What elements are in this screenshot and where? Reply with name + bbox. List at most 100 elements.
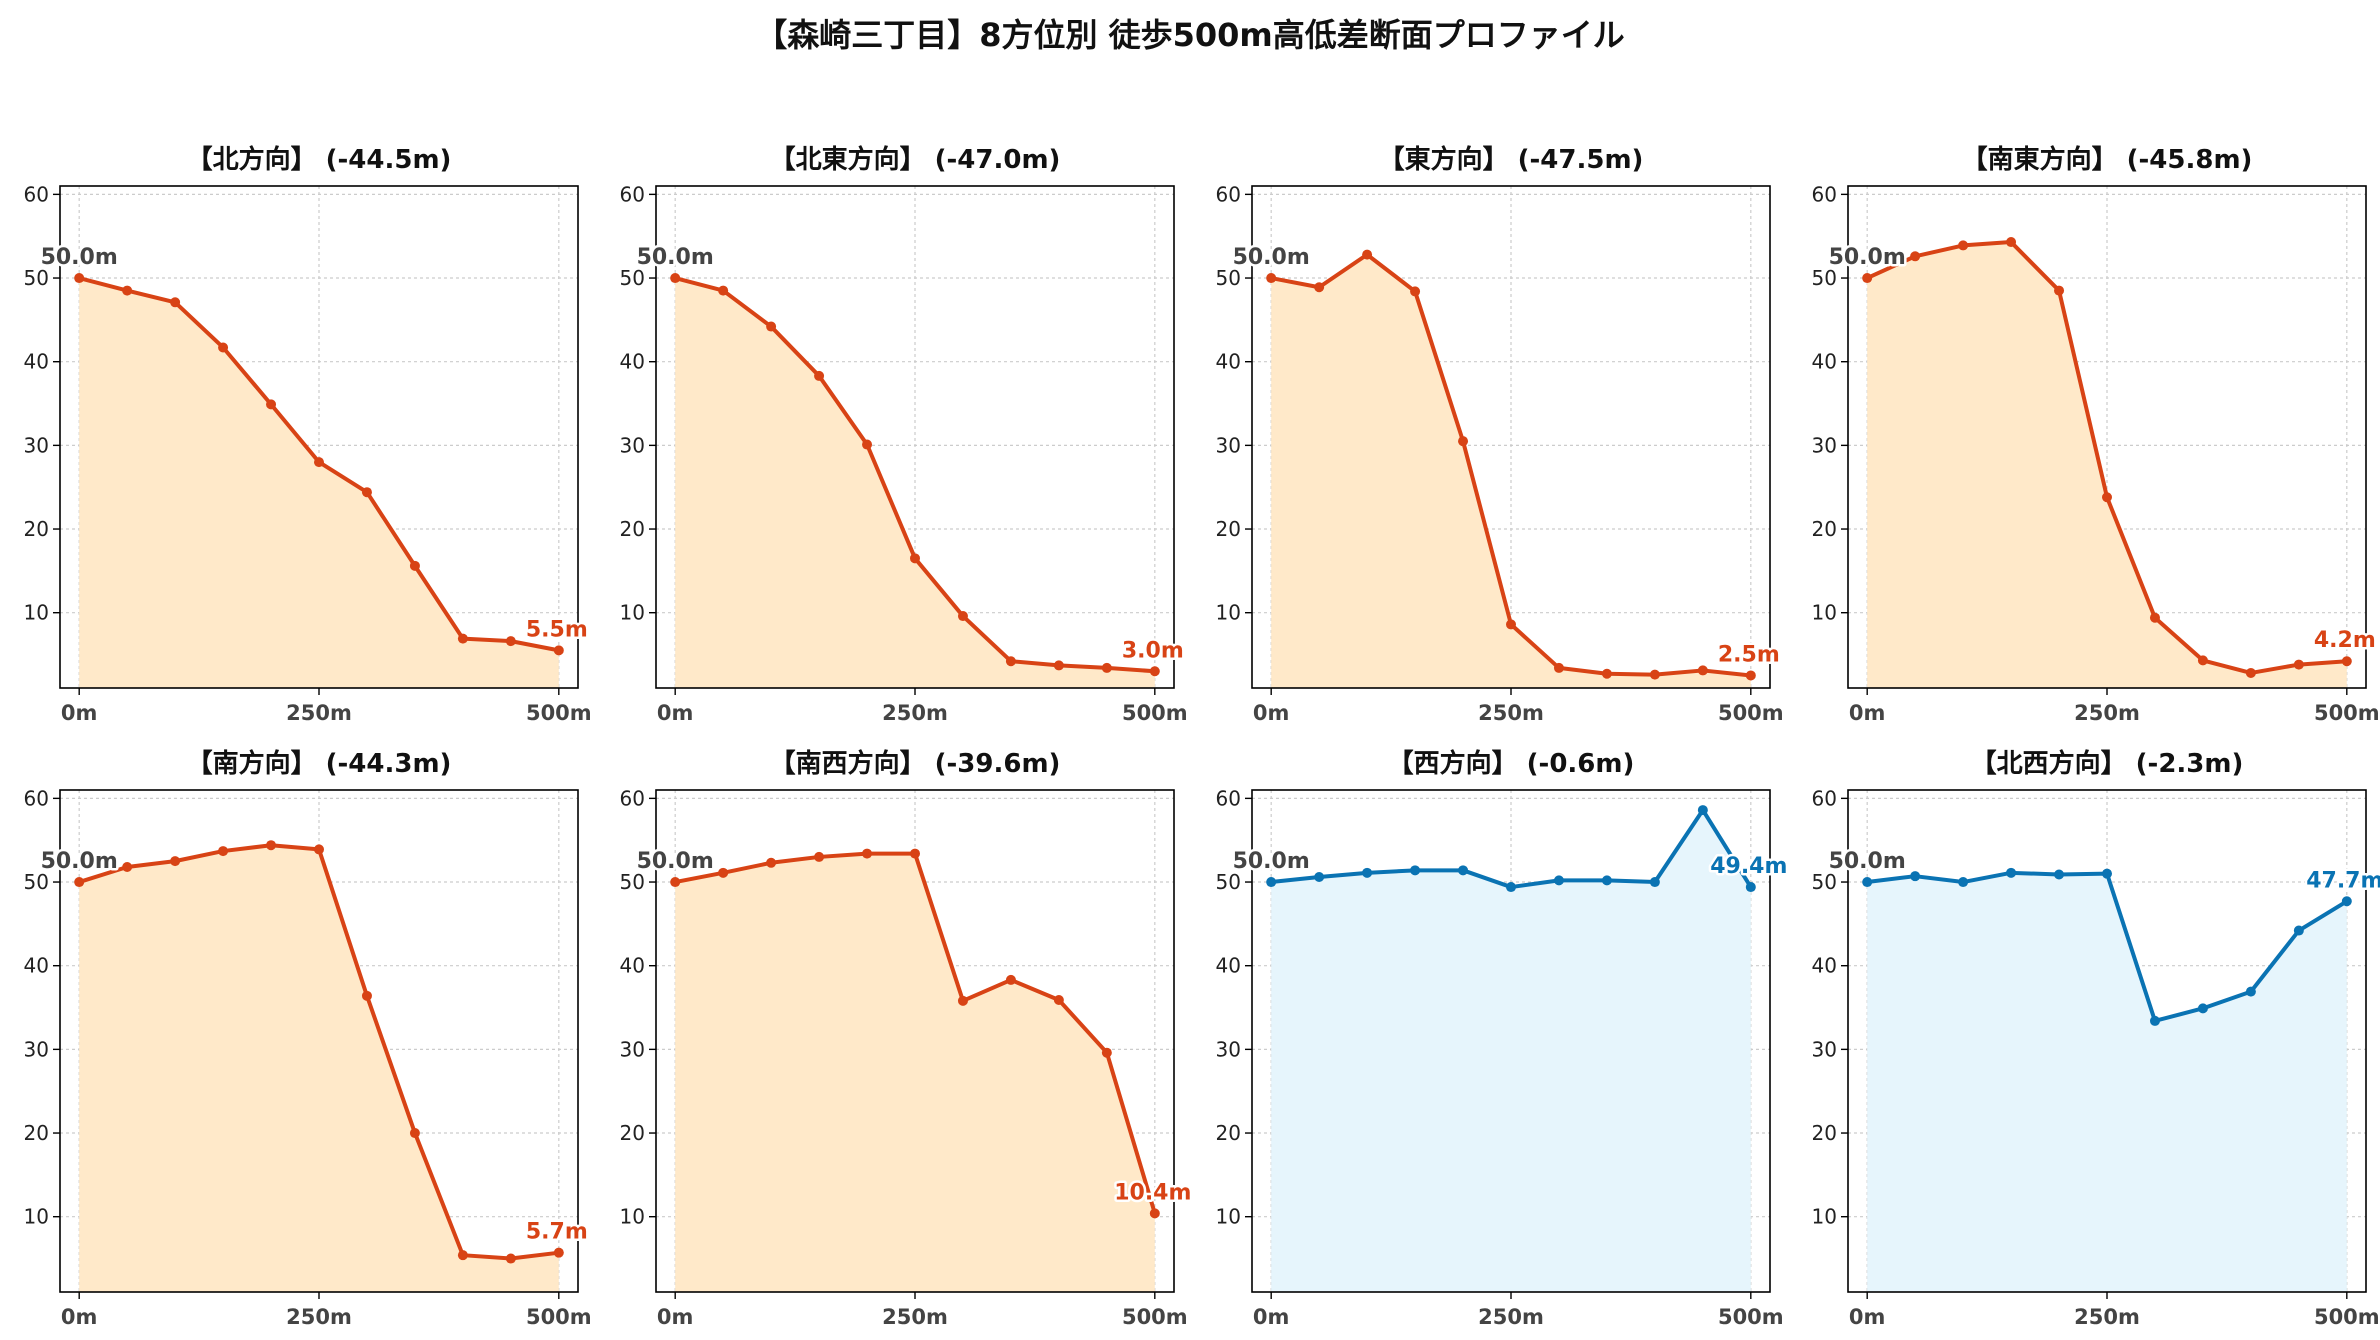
data-point [2006,867,2017,878]
x-tick-label: 0m [1253,701,1290,725]
data-point [266,840,277,851]
y-tick-label: 10 [620,601,645,625]
data-point [1458,436,1469,447]
data-point [718,867,729,878]
y-tick-label: 50 [24,266,49,290]
x-tick-label: 0m [1849,1305,1886,1329]
x-tick-label: 0m [657,701,694,725]
data-point [766,857,777,868]
y-tick-label: 50 [1216,266,1241,290]
x-tick-label: 500m [526,1305,592,1329]
subplot-0: 【北方向】 (-44.5m) 10 20 30 40 50 60 0m 250m 500m 50.0… [24,144,592,725]
data-point [1506,619,1516,630]
subplot-3: 【南東方向】 (-45.8m) 10 20 30 40 50 60 0m 250m 500m 50.… [1812,144,2380,725]
y-tick-label: 60 [1812,786,1837,810]
x-tick-label: 250m [882,701,948,725]
data-point [2197,655,2208,666]
start-elevation-label: 50.0m [1233,245,1310,270]
y-tick-label: 30 [620,433,645,457]
data-point [2006,237,2017,248]
data-point [218,342,229,353]
y-tick-label: 10 [1216,601,1241,625]
data-point [1649,669,1660,680]
data-point [505,636,516,647]
data-point [457,633,468,644]
subplot-title: 【東方向】 (-47.5m) [1379,144,1644,175]
y-tick-label: 50 [24,870,49,894]
data-point [1601,875,1612,886]
start-elevation-label: 50.0m [1829,245,1906,270]
end-elevation-label: 5.7m [526,1220,588,1245]
data-point [2102,868,2112,879]
data-point [718,285,729,296]
data-point [314,457,324,468]
y-tick-label: 40 [24,954,49,978]
x-tick-label: 0m [61,701,98,725]
data-point [553,645,564,656]
y-tick-label: 20 [1216,517,1241,541]
y-tick-label: 20 [24,1121,49,1145]
data-point [1266,877,1277,888]
y-tick-label: 20 [620,1121,645,1145]
data-point [957,995,968,1006]
data-point [1314,872,1325,883]
data-point [1697,805,1708,816]
y-tick-label: 40 [620,954,645,978]
x-tick-label: 0m [1253,1305,1290,1329]
elevation-area [1867,872,2347,1292]
data-point [409,1128,420,1139]
y-tick-label: 60 [620,786,645,810]
data-point [1862,877,1873,888]
y-tick-label: 40 [620,350,645,374]
data-point [1149,1208,1160,1219]
subplot-4: 【南方向】 (-44.3m) 10 20 30 40 50 60 0m 250m 500m 50.0… [24,748,592,1329]
y-tick-label: 60 [24,182,49,206]
data-point [1149,666,1160,677]
y-tick-label: 10 [1812,1205,1837,1229]
x-tick-label: 500m [526,701,592,725]
elevation-area [1271,254,1751,688]
data-point [361,487,372,498]
y-tick-label: 30 [24,1037,49,1061]
data-point [553,1247,564,1258]
data-point [170,856,181,867]
x-tick-label: 0m [657,1305,694,1329]
y-tick-label: 40 [1216,350,1241,374]
data-point [1005,656,1016,667]
data-point [361,990,372,1001]
data-point [2341,896,2352,907]
y-tick-label: 40 [1216,954,1241,978]
end-elevation-label: 10.4m [1114,1180,1191,1205]
x-tick-label: 500m [1718,1305,1784,1329]
end-elevation-label: 3.0m [1122,638,1184,663]
x-tick-label: 250m [882,1305,948,1329]
data-point [74,877,85,888]
data-point [2293,925,2304,936]
x-tick-label: 0m [61,1305,98,1329]
start-elevation-label: 50.0m [1233,849,1310,874]
x-tick-label: 500m [1718,701,1784,725]
data-point [505,1253,516,1264]
x-tick-label: 500m [1122,1305,1188,1329]
data-point [2245,986,2256,997]
data-point [1266,273,1277,284]
start-elevation-label: 50.0m [637,849,714,874]
data-point [1553,662,1564,673]
data-point [1101,1047,1112,1058]
start-elevation-label: 50.0m [41,849,118,874]
data-point [266,399,277,410]
data-point [1362,867,1373,878]
subplot-title: 【北東方向】 (-47.0m) [770,144,1061,175]
y-tick-label: 30 [24,433,49,457]
x-tick-label: 250m [2074,1305,2140,1329]
x-tick-label: 250m [1478,1305,1544,1329]
data-point [457,1250,468,1261]
elevation-area [1271,810,1751,1292]
subplot-title: 【南東方向】 (-45.8m) [1962,144,2253,175]
data-point [670,877,681,888]
x-tick-label: 250m [2074,701,2140,725]
data-point [2054,285,2065,296]
data-point [1005,974,1016,985]
data-point [2197,1003,2208,1014]
y-tick-label: 20 [1812,517,1837,541]
